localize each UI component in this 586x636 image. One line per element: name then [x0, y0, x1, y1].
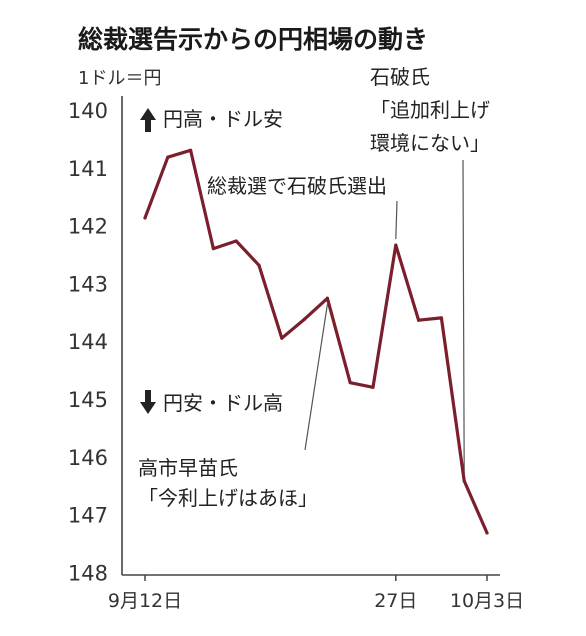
x-tick-label: 10月3日 — [450, 590, 524, 612]
arrow-down-icon — [140, 390, 156, 414]
annotation-text: 石破氏 — [370, 65, 430, 89]
data-point — [189, 148, 193, 152]
annotation-text: 「今利上げはあほ」 — [138, 486, 318, 510]
down-direction-text: 円安・ドル高 — [163, 391, 283, 415]
data-point — [394, 243, 398, 247]
data-point — [325, 296, 329, 300]
up-direction-text: 円高・ドル安 — [163, 107, 283, 131]
annotation-text: 高市早苗氏 — [138, 456, 238, 480]
y-tick-label: 146 — [68, 446, 108, 470]
series-line — [143, 148, 489, 535]
unit-label: 1ドル＝円 — [78, 68, 161, 89]
x-tick-label: 27日 — [374, 590, 417, 612]
annotation-text: 環境にない」 — [370, 131, 490, 155]
y-tick-label: 141 — [68, 157, 108, 181]
data-point — [280, 336, 284, 340]
data-point — [166, 155, 170, 159]
leader-line — [395, 200, 398, 240]
y-tick-label: 145 — [68, 388, 108, 412]
data-point — [257, 263, 261, 267]
data-point — [143, 216, 147, 220]
y-tick-label: 140 — [68, 99, 108, 123]
x-tick-labels: 9月12日 27日 10月3日 — [108, 575, 524, 612]
data-point — [303, 317, 307, 321]
data-point — [234, 239, 238, 243]
data-point — [439, 316, 443, 320]
y-tick-label: 142 — [68, 215, 108, 239]
annotation-text: 総裁選で石破氏選出 — [207, 174, 387, 198]
down-direction-label: 円安・ドル高 — [140, 390, 283, 415]
y-tick-label: 147 — [68, 504, 108, 528]
annotation-text: 「追加利上げ — [370, 98, 490, 122]
x-tick-label: 9月12日 — [108, 590, 182, 612]
y-tick-label: 144 — [68, 330, 108, 354]
data-point — [417, 318, 421, 322]
up-direction-label: 円高・ドル安 — [140, 107, 283, 132]
data-points — [143, 148, 489, 535]
data-point — [371, 385, 375, 389]
annotation-leader-lines — [304, 159, 465, 475]
y-tick-labels: 140 141 142 143 144 145 146 147 148 — [68, 99, 108, 585]
y-tick-label: 148 — [68, 561, 108, 585]
leader-line — [304, 304, 328, 451]
arrow-up-icon — [140, 108, 156, 132]
data-point — [485, 531, 489, 535]
y-tick-label: 143 — [68, 272, 108, 296]
chart-title: 総裁選告示からの円相場の動き — [78, 25, 428, 54]
data-point — [211, 246, 215, 251]
leader-line — [462, 159, 465, 475]
data-point — [348, 381, 352, 385]
data-point — [462, 479, 466, 483]
